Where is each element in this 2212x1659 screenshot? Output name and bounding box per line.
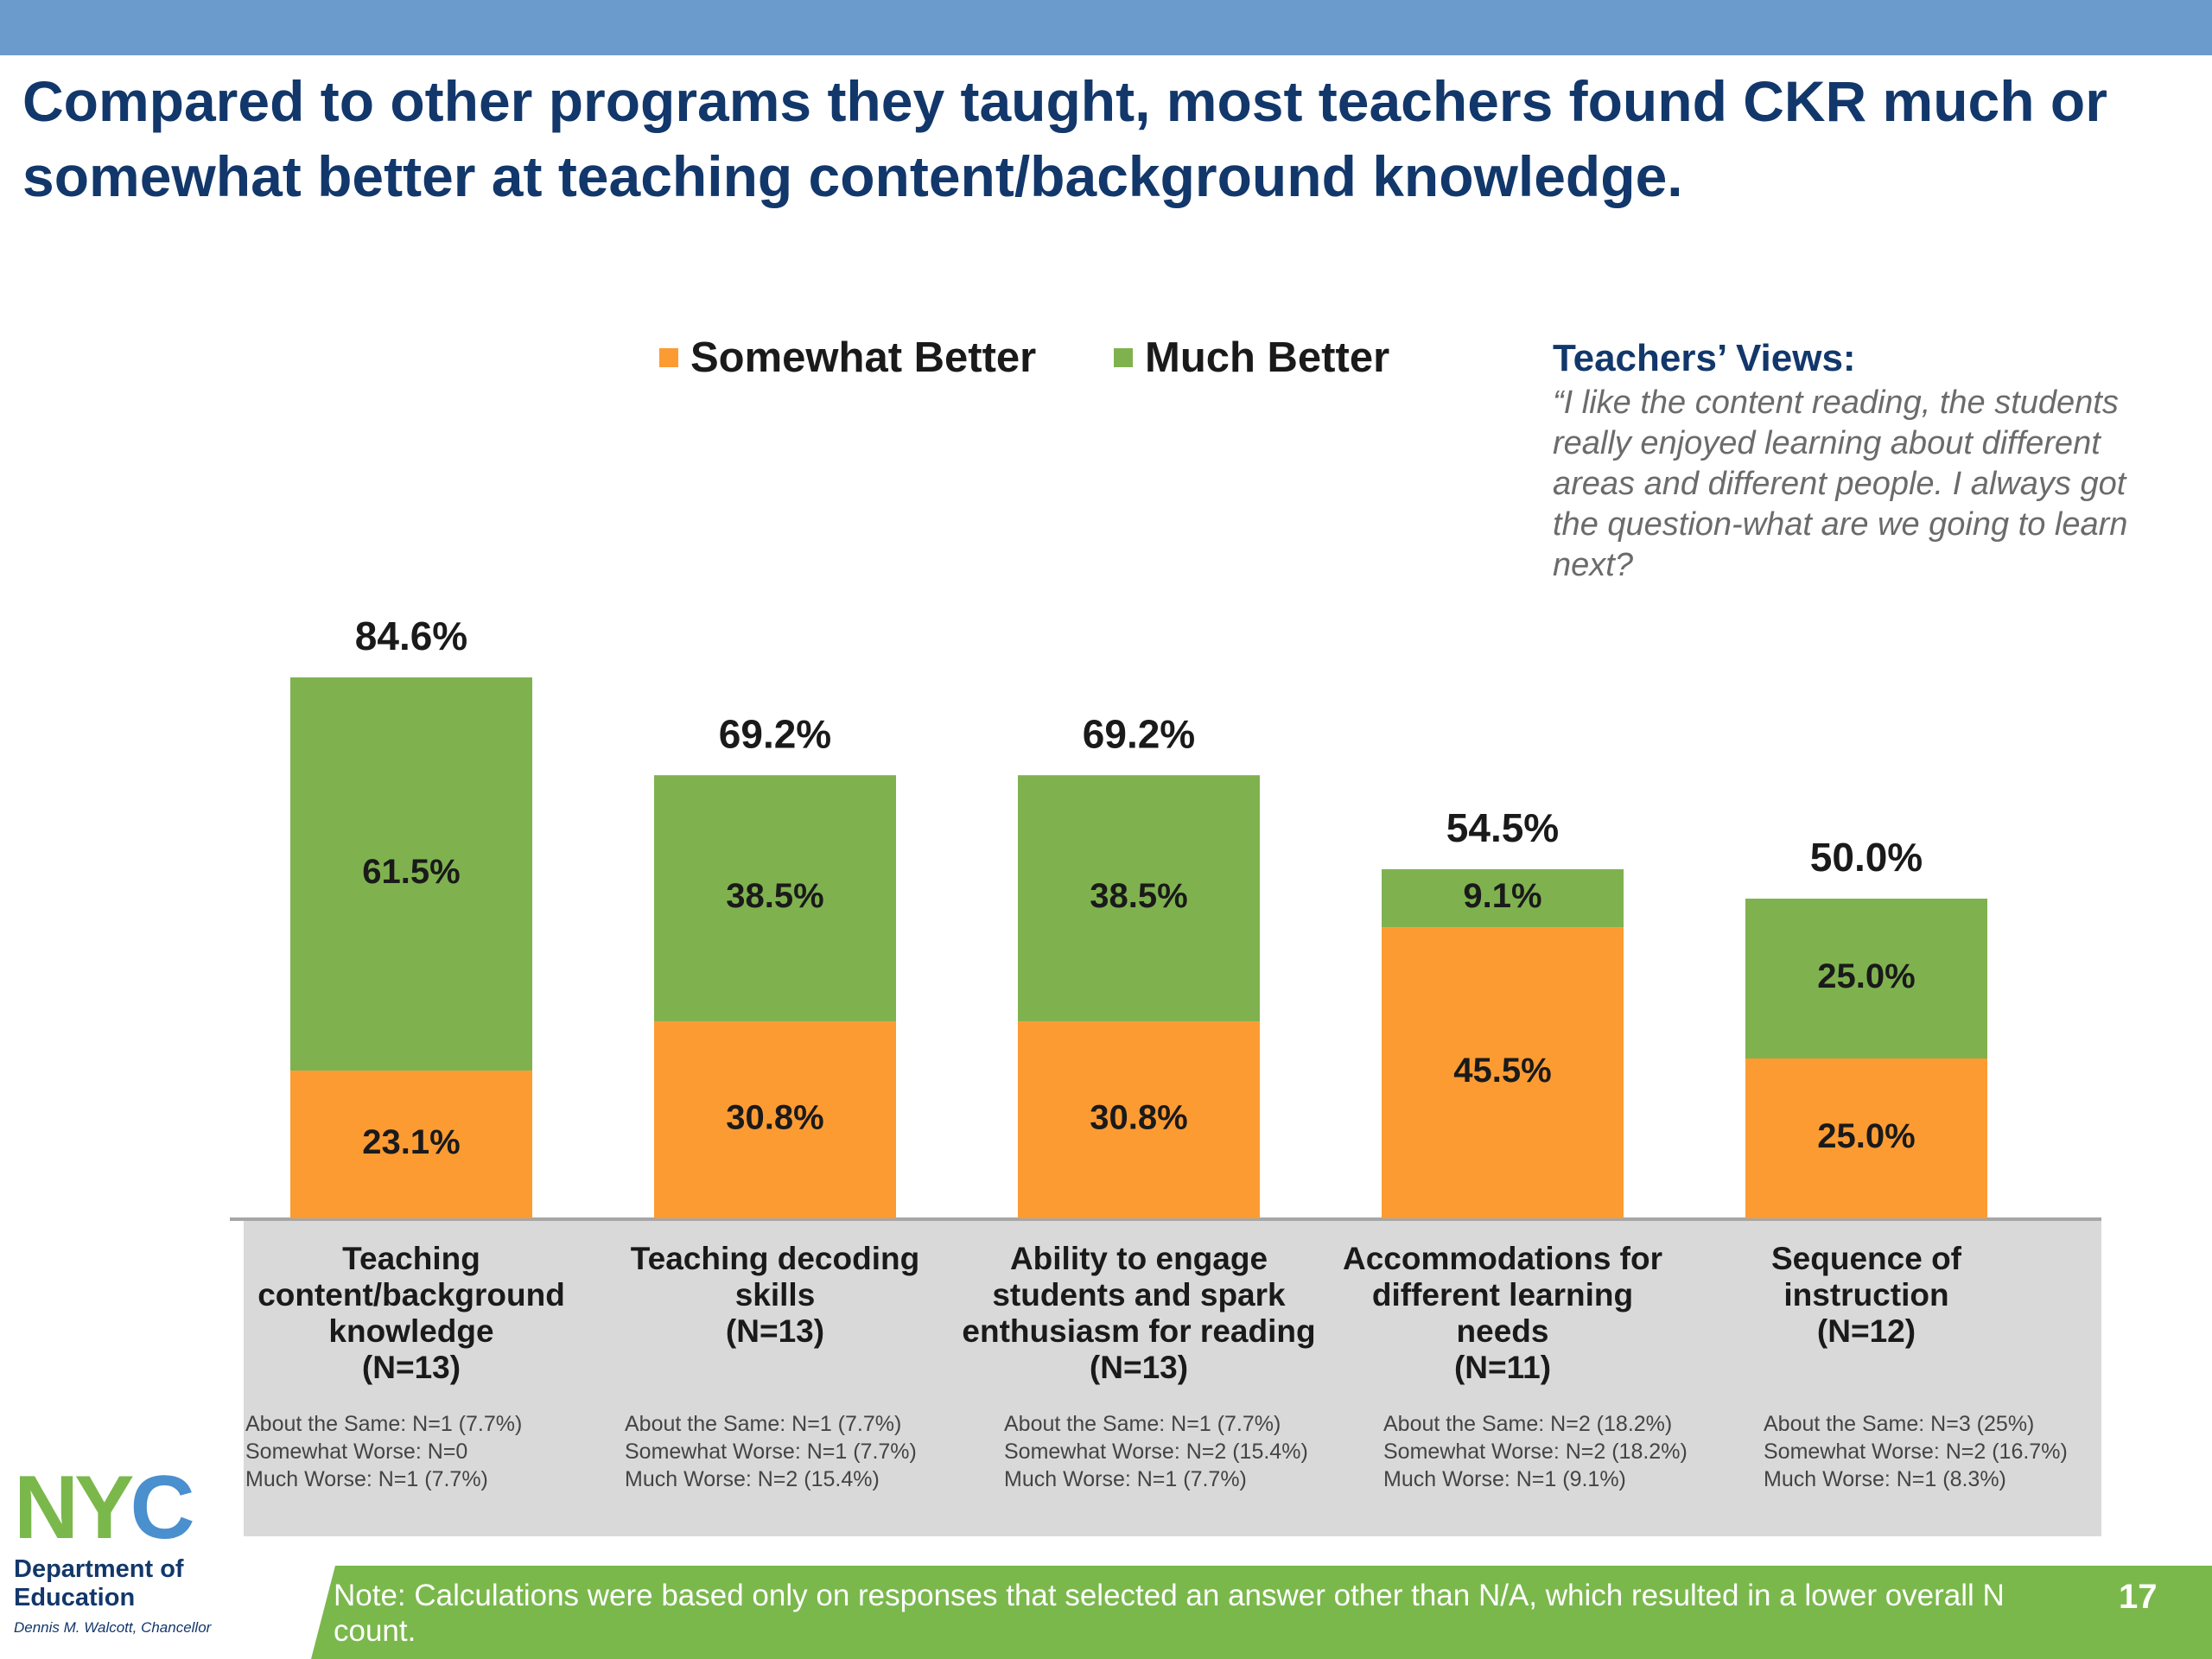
legend-somewhat-better: Somewhat Better	[659, 330, 1036, 385]
page-number: 17	[2119, 1578, 2158, 1616]
data-label-much-better-2: 38.5%	[726, 877, 823, 915]
legend-much-better: Much Better	[1114, 330, 1389, 385]
data-label-somewhat-better-2: 30.8%	[726, 1099, 823, 1137]
teacher-quote: Teachers’ Views: “I like the content rea…	[1553, 334, 2175, 586]
data-label-somewhat-better-5: 25.0%	[1817, 1117, 1915, 1155]
category-label-3-line-1: Ability to engage	[1010, 1241, 1268, 1276]
category-note-3: About the Same: N=1 (7.7%) Somewhat Worse…	[1004, 1410, 1350, 1493]
category-note-5: About the Same: N=3 (25%) Somewhat Worse:…	[1764, 1410, 2109, 1493]
note-line-1-2: Somewhat Worse: N=0	[245, 1440, 468, 1464]
data-label-much-better-1: 61.5%	[362, 853, 460, 891]
bar-much-better-1	[290, 677, 532, 1071]
category-label-4-line-1: Accommodations for	[1343, 1241, 1662, 1276]
category-label-5-line-1: Sequence of	[1771, 1241, 1962, 1276]
data-label-somewhat-better-1: 23.1%	[362, 1123, 460, 1161]
slide-title: Compared to other programs they taught, …	[22, 69, 2107, 208]
category-band	[244, 1218, 2101, 1536]
bar-much-better-5	[1745, 899, 1987, 1058]
note-line-5-3: Much Worse: N=1 (8.3%)	[1764, 1467, 2006, 1491]
category-label-2-line-2: skills	[735, 1277, 816, 1313]
nyc-letter-c: C	[130, 1458, 194, 1558]
note-line-2-2: Somewhat Worse: N=1 (7.7%)	[625, 1440, 917, 1464]
note-bar	[311, 1566, 2212, 1659]
note-line-5-1: About the Same: N=3 (25%)	[1764, 1412, 2035, 1436]
quote-text: “I like the content reading, the student…	[1553, 385, 2128, 583]
chancellor-name: Dennis M. Walcott, Chancellor	[14, 1619, 212, 1636]
category-label-5-line-2: instruction	[1783, 1277, 1948, 1313]
nyc-wordmark: N Y C	[14, 1458, 247, 1558]
data-label-much-better-5: 25.0%	[1817, 957, 1915, 995]
department-name: Department of Education	[14, 1555, 184, 1611]
note-line-2-3: Much Worse: N=2 (15.4%)	[625, 1467, 880, 1491]
note-line-2-1: About the Same: N=1 (7.7%)	[625, 1412, 902, 1436]
total-label-1: 84.6%	[355, 613, 467, 658]
category-label-3-line-3: enthusiasm for reading	[962, 1313, 1315, 1349]
nyc-doe-logo: N Y C Department of Education Dennis M. …	[14, 1458, 247, 1637]
quote-heading: Teachers’ Views:	[1553, 337, 1856, 379]
category-label-1-line-2: content/background	[257, 1277, 565, 1313]
note-line-4-3: Much Worse: N=1 (9.1%)	[1383, 1467, 1626, 1491]
category-label-2-line-1: Teaching decoding	[631, 1241, 919, 1276]
bar-somewhat-better-5	[1745, 1058, 1987, 1218]
category-label-3-line-2: students and spark	[992, 1277, 1286, 1313]
category-label-5-line-3: (N=12)	[1817, 1313, 1916, 1349]
category-label-4-line-4: (N=11)	[1454, 1350, 1551, 1385]
bar-somewhat-better-3	[1018, 1021, 1260, 1218]
nyc-letter-n: N	[14, 1458, 79, 1558]
note-line-3-1: About the Same: N=1 (7.7%)	[1004, 1412, 1281, 1436]
data-label-somewhat-better-3: 30.8%	[1090, 1099, 1187, 1137]
category-label-1-line-3: knowledge	[328, 1313, 493, 1349]
legend-label-somewhat-better: Somewhat Better	[690, 334, 1037, 381]
category-label-2-line-3: (N=13)	[726, 1313, 824, 1349]
total-label-5: 50.0%	[1810, 835, 1923, 880]
top-band	[0, 0, 2212, 55]
category-note-2: About the Same: N=1 (7.7%) Somewhat Worse…	[625, 1410, 970, 1493]
category-label-1-line-4: (N=13)	[362, 1350, 461, 1385]
category-label-4-line-3: needs	[1457, 1313, 1549, 1349]
note-line-3-3: Much Worse: N=1 (7.7%)	[1004, 1467, 1247, 1491]
category-label-3-line-4: (N=13)	[1090, 1350, 1188, 1385]
footnote: Note: Calculations were based only on re…	[334, 1579, 2005, 1648]
bar-somewhat-better-4	[1382, 927, 1624, 1218]
bar-much-better-3	[1018, 775, 1260, 1022]
bar-somewhat-better-2	[654, 1021, 896, 1218]
note-line-5-2: Somewhat Worse: N=2 (16.7%)	[1764, 1440, 2068, 1464]
category-note-4: About the Same: N=2 (18.2%) Somewhat Wors…	[1383, 1410, 1729, 1493]
nyc-letter-y: Y	[74, 1458, 134, 1558]
category-note-1: About the Same: N=1 (7.7%) Somewhat Worse…	[245, 1410, 591, 1493]
note-line-4-1: About the Same: N=2 (18.2%)	[1383, 1412, 1673, 1436]
bar-much-better-4	[1382, 868, 1624, 928]
note-line-1-3: Much Worse: N=1 (7.7%)	[245, 1467, 488, 1491]
note-line-4-2: Somewhat Worse: N=2 (18.2%)	[1383, 1440, 1688, 1464]
category-label-1-line-1: Teaching	[342, 1241, 480, 1276]
data-label-somewhat-better-4: 45.5%	[1453, 1052, 1551, 1090]
legend-swatch-somewhat-better	[659, 348, 678, 367]
note-line-3-2: Somewhat Worse: N=2 (15.4%)	[1004, 1440, 1308, 1464]
total-label-4: 54.5%	[1446, 805, 1559, 850]
legend-label-much-better: Much Better	[1145, 334, 1390, 381]
note-line-1-1: About the Same: N=1 (7.7%)	[245, 1412, 523, 1436]
bar-much-better-2	[654, 775, 896, 1022]
total-label-2: 69.2%	[719, 711, 831, 756]
legend-swatch-much-better	[1114, 348, 1133, 367]
category-label-4-line-2: different learning	[1372, 1277, 1633, 1313]
bar-somewhat-better-1	[290, 1071, 532, 1218]
data-label-much-better-3: 38.5%	[1090, 877, 1187, 915]
data-label-much-better-4: 9.1%	[1463, 877, 1541, 915]
total-label-3: 69.2%	[1083, 711, 1195, 756]
